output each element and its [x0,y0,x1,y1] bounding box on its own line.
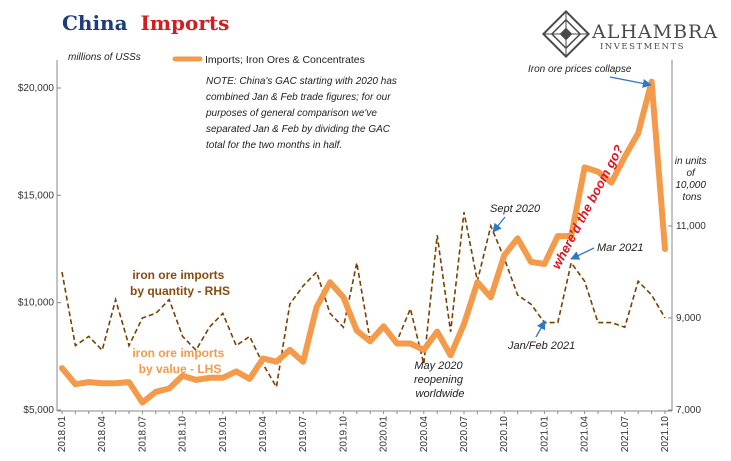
arrow-mar-2021 [570,247,595,260]
annotation-mar-2021: Mar 2021 [597,242,643,254]
brand-sub: INVESTMENTS [600,42,685,52]
annotation-jan-feb-2021: Jan/Feb 2021 [507,340,575,352]
x-tick-label: 2018.07 [137,416,148,453]
units-right-label: in units of 10,000 tons [675,156,709,203]
y-left-tick-label: $5,000 [23,405,54,416]
y-left-axis: $5,000 $10,000 $15,000 $20,000 [18,83,61,416]
arrow-prices-collapse [609,76,652,88]
x-tick-label: 2021.07 [620,416,631,453]
x-tick-label: 2020.01 [379,416,390,453]
x-tick-label: 2020.10 [499,416,510,453]
legend: Imports; Iron Ores & Concentrates [172,54,365,66]
x-tick-label: 2021.01 [539,416,550,453]
x-tick-label: 2019.04 [258,416,269,453]
svg-text:China Imports: China Imports [62,11,229,35]
annotation-sept-2020: Sept 2020 [490,203,541,215]
x-axis: 2018.01 2018.04 2018.07 2018.10 2019.01 2019.… [57,411,671,452]
series-line-quantity [61,212,666,390]
x-tick-label: 2019.10 [338,416,349,453]
y-right-axis: 7,000 9,000 11,000 [668,221,706,416]
annotation-prices-collapse: Iron ore prices collapse [528,64,632,75]
x-tick-label: 2018.01 [57,416,68,453]
x-tick-label: 2020.04 [419,416,430,453]
brand-name: ALHAMBRA [591,21,718,43]
brand-logo: ALHAMBRA INVESTMENTS [541,9,718,59]
y-left-tick-label: $20,000 [18,83,55,94]
chart-note: NOTE: China's GAC starting with 2020 has… [205,76,400,151]
series-line-value [59,78,668,406]
annotation-may-2020: May 2020 reopening worldwide [414,360,466,400]
y-right-tick-label: 7,000 [676,405,701,416]
y-right-tick-label: 11,000 [676,221,706,232]
x-tick-label: 2021.04 [580,416,591,453]
x-tick-label: 2019.01 [218,416,229,453]
chart-title-topic: Imports [141,11,230,35]
y-left-tick-label: $15,000 [18,190,55,201]
x-tick-label: 2018.10 [178,416,189,453]
annotation-quantity: iron ore imports by quantity - RHS [130,268,230,298]
arrow-sept-2020 [492,216,506,233]
y-left-tick-label: $10,000 [18,298,55,309]
x-tick-label: 2018.04 [97,416,108,453]
units-left-label: millions of USSs [68,52,141,63]
x-tick-label: 2021.10 [660,416,671,453]
y-right-tick-label: 9,000 [676,313,701,324]
annotation-value: iron ore imports by value - LHS [132,346,227,376]
x-tick-label: 2019.07 [298,416,309,453]
arrow-jan-feb-2021 [535,320,546,338]
plot-frame [56,60,673,412]
x-tick-label: 2020.07 [459,416,470,453]
legend-label: Imports; Iron Ores & Concentrates [205,54,365,66]
chart-title-country: China [62,11,128,35]
